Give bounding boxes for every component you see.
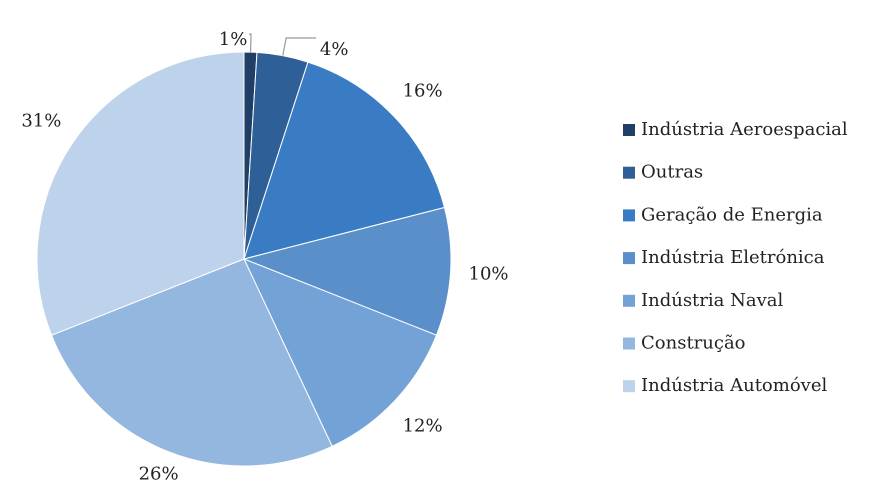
- data-label: 26%: [139, 464, 179, 484]
- data-label: 16%: [403, 80, 443, 101]
- legend-label: Geração de Energia: [641, 204, 823, 225]
- legend-swatch: [623, 166, 635, 179]
- data-label: 1%: [219, 29, 248, 50]
- legend-swatch: [623, 294, 635, 307]
- pie-slice: [242, 206, 452, 336]
- legend-label: Indústria Eletrónica: [641, 247, 825, 268]
- legend-label: Construção: [641, 333, 746, 354]
- legend-swatch: [623, 209, 635, 222]
- legend-swatch: [623, 337, 635, 350]
- legend-label: Indústria Automóvel: [641, 375, 827, 396]
- data-label: 10%: [469, 263, 509, 284]
- legend-swatch: [623, 252, 635, 265]
- data-label: 4%: [320, 39, 349, 60]
- data-label: 12%: [403, 416, 443, 437]
- pie-slice: [50, 258, 333, 467]
- data-label: 31%: [21, 110, 61, 131]
- pie-slice: [36, 51, 245, 336]
- pie-slice: [243, 61, 446, 260]
- leader-line: [249, 33, 252, 53]
- legend-swatch: [623, 124, 635, 136]
- legend-swatch: [623, 380, 635, 393]
- pie-slice: [243, 258, 438, 447]
- legend-label: Indústria Aeroespacial: [641, 119, 848, 140]
- legend-label: Indústria Naval: [641, 290, 783, 311]
- legend-label: Outras: [641, 162, 703, 183]
- leader-line: [282, 37, 317, 56]
